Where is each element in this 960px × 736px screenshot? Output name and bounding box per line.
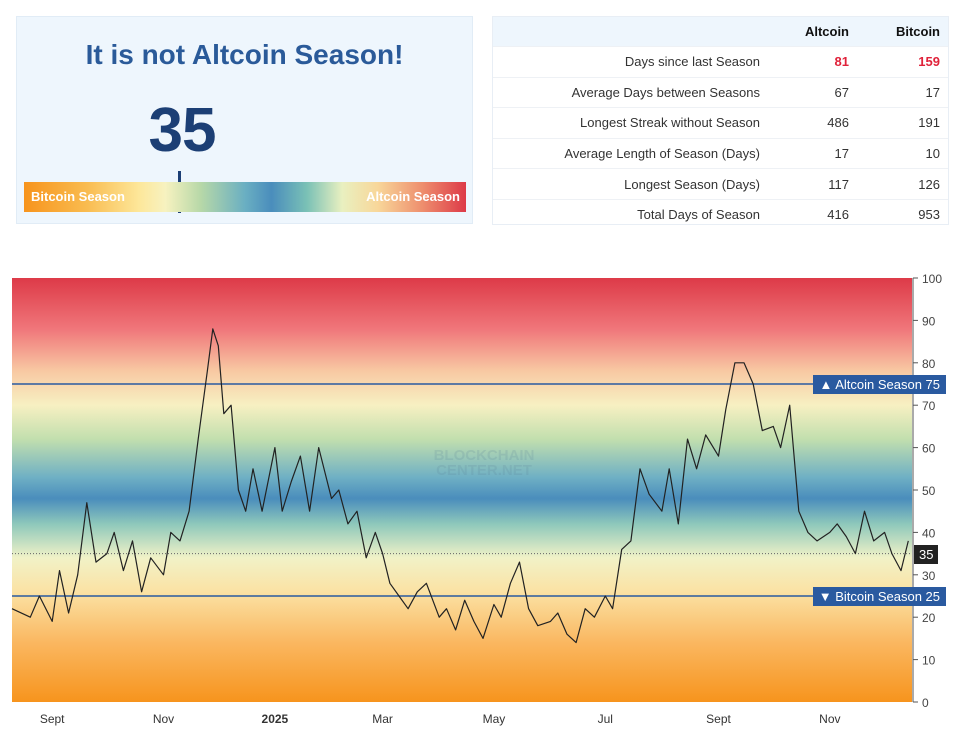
y-tick-label: 40	[922, 526, 936, 540]
index-series-line	[11, 328, 909, 644]
y-tick-label: 50	[922, 484, 936, 498]
table-row: Average Days between Seasons 67 17	[493, 76, 948, 108]
stats-altcoin-value: 117	[785, 168, 866, 200]
x-tick-label: Sept	[40, 712, 65, 726]
chart-background	[12, 278, 912, 702]
watermark: BLOCKCHAIN CENTER.NET	[433, 447, 535, 479]
season-stats-panel: Altcoin Bitcoin Days since last Season 8…	[492, 16, 949, 230]
y-tick-label: 60	[922, 442, 936, 456]
table-row: Longest Streak without Season 486 191	[493, 107, 948, 139]
gauge-value: 35	[148, 96, 217, 165]
stats-bitcoin-value: 17	[866, 76, 948, 108]
y-tick-label: 20	[922, 611, 936, 625]
table-row: Days since last Season 81 159	[493, 46, 948, 78]
altcoin-season-tag: ▲ Altcoin Season 75	[813, 375, 946, 394]
gauge-altcoin-season-label: Altcoin Season	[366, 189, 460, 204]
chart-svg: 0 10 20 30 40 50 60 70 80 90 100 Sept Nov 2025 Mar May J…	[11, 272, 942, 726]
stats-altcoin-value: 486	[785, 107, 866, 139]
gauge-title: It is not Altcoin Season!	[85, 39, 404, 70]
stats-altcoin-value: 67	[785, 76, 866, 108]
x-tick-label: Nov	[819, 712, 840, 726]
stats-bitcoin-value: 159	[866, 46, 948, 78]
x-tick-label: May	[483, 712, 506, 726]
y-tick-label: 80	[922, 357, 936, 371]
stats-header-altcoin: Altcoin	[785, 17, 866, 47]
current-value-tag: 35	[914, 544, 939, 564]
stats-bitcoin-value: 191	[866, 107, 948, 139]
stats-altcoin-value: 17	[785, 137, 866, 169]
x-tick-label: Mar	[372, 712, 393, 726]
gauge-bar: Bitcoin Season Altcoin Season	[24, 182, 466, 212]
y-tick-label: 0	[922, 696, 929, 710]
altseason-index-chart: 0 10 20 30 40 50 60 70 80 90 100 Sept Nov 2025 Mar May J…	[0, 272, 960, 736]
x-tick-label: Sept	[706, 712, 731, 726]
stats-bitcoin-value: 953	[866, 198, 948, 230]
altseason-gauge-panel: It is not Altcoin Season! 35 Bitcoin Sea…	[16, 16, 473, 224]
y-tick-label: 30	[922, 569, 936, 583]
table-row: Average Length of Season (Days) 17 10	[493, 137, 948, 169]
stats-header-row: Altcoin Bitcoin	[493, 17, 948, 47]
stats-altcoin-value: 416	[785, 198, 866, 230]
x-tick-label: Jul	[598, 712, 613, 726]
stats-bitcoin-value: 10	[866, 137, 948, 169]
gauge-bitcoin-season-label: Bitcoin Season	[31, 189, 125, 204]
stats-row-label: Days since last Season	[493, 46, 785, 78]
y-tick-label: 70	[922, 399, 936, 413]
stats-row-label: Longest Season (Days)	[493, 168, 785, 200]
stats-altcoin-value: 81	[785, 46, 866, 78]
y-tick-label: 100	[922, 272, 942, 286]
stats-header-bitcoin: Bitcoin	[866, 17, 948, 47]
stats-row-label: Average Length of Season (Days)	[493, 137, 785, 169]
stats-row-label: Longest Streak without Season	[493, 107, 785, 139]
x-tick-label: 2025	[262, 712, 289, 726]
stats-header-label	[493, 17, 785, 47]
stats-row-label: Average Days between Seasons	[493, 76, 785, 108]
table-row: Total Days of Season 416 953	[493, 198, 948, 230]
table-row: Longest Season (Days) 117 126	[493, 168, 948, 200]
stats-row-label: Total Days of Season	[493, 198, 785, 230]
stats-bitcoin-value: 126	[866, 168, 948, 200]
bitcoin-season-tag: ▼ Bitcoin Season 25	[812, 587, 946, 606]
x-tick-label: Nov	[153, 712, 174, 726]
season-stats-table: Altcoin Bitcoin Days since last Season 8…	[493, 17, 948, 230]
y-tick-label: 90	[922, 314, 936, 328]
y-tick-label: 10	[922, 654, 936, 668]
